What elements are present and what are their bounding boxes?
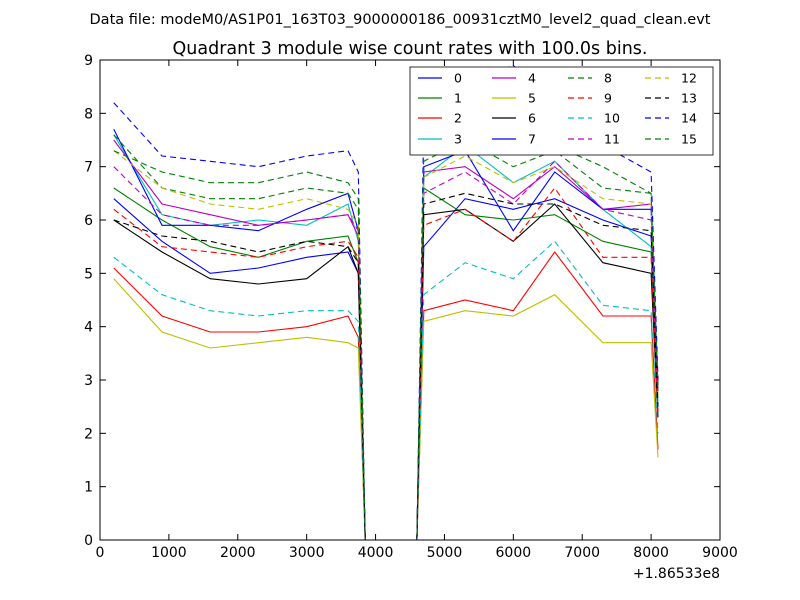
x-offset-text: +1.86533e8 bbox=[633, 566, 720, 582]
x-tick-label: 3000 bbox=[289, 545, 325, 561]
series-line-12 bbox=[113, 150, 659, 540]
legend-label-0: 0 bbox=[454, 71, 462, 86]
y-tick-label: 5 bbox=[84, 266, 93, 282]
series-line-1 bbox=[113, 187, 659, 540]
series-line-15 bbox=[113, 123, 659, 540]
x-tick-label: 5000 bbox=[427, 545, 463, 561]
y-tick-label: 6 bbox=[84, 213, 93, 229]
axis-ticks: 0 1000 2000 3000 4000 5000 6000 7000 8000 9000012… bbox=[84, 53, 738, 561]
legend-label-9: 9 bbox=[604, 91, 612, 106]
y-tick-label: 1 bbox=[84, 480, 93, 496]
series-line-5 bbox=[113, 278, 659, 540]
legend-label-2: 2 bbox=[454, 111, 462, 126]
legend-label-13: 13 bbox=[681, 91, 697, 106]
y-tick-label: 7 bbox=[84, 160, 93, 176]
series-line-2 bbox=[113, 251, 659, 540]
series-line-3 bbox=[113, 134, 659, 540]
x-tick-label: 8000 bbox=[633, 545, 669, 561]
legend-label-14: 14 bbox=[681, 111, 697, 126]
y-tick-label: 2 bbox=[84, 426, 93, 442]
y-tick-label: 8 bbox=[84, 106, 93, 122]
x-tick-label: 0 bbox=[96, 545, 105, 561]
legend-label-5: 5 bbox=[528, 91, 536, 106]
series-line-7 bbox=[113, 129, 659, 540]
x-tick-label: 6000 bbox=[496, 545, 532, 561]
y-tick-label: 4 bbox=[84, 320, 93, 336]
x-tick-label: 1000 bbox=[151, 545, 187, 561]
x-tick-label: 7000 bbox=[564, 545, 600, 561]
y-tick-label: 9 bbox=[84, 53, 93, 69]
series-line-0 bbox=[113, 198, 659, 540]
plot-frame bbox=[99, 59, 721, 541]
series-line-13 bbox=[113, 192, 659, 540]
legend-label-10: 10 bbox=[604, 111, 620, 126]
series-line-6 bbox=[113, 203, 659, 540]
series-line-8 bbox=[113, 134, 659, 540]
series-line-9 bbox=[113, 187, 659, 540]
y-tick-label: 3 bbox=[84, 373, 93, 389]
legend-label-8: 8 bbox=[604, 71, 612, 86]
legend-label-7: 7 bbox=[528, 132, 536, 147]
legend-label-1: 1 bbox=[454, 91, 462, 106]
legend-label-4: 4 bbox=[528, 71, 536, 86]
legend-label-15: 15 bbox=[681, 132, 697, 147]
legend-label-3: 3 bbox=[454, 132, 462, 147]
x-tick-label: 4000 bbox=[358, 545, 394, 561]
series-line-4 bbox=[113, 139, 659, 540]
series-line-10 bbox=[113, 240, 659, 540]
legend-label-12: 12 bbox=[681, 71, 697, 86]
legend-label-11: 11 bbox=[604, 132, 620, 147]
series-line-11 bbox=[113, 160, 659, 540]
x-tick-label: 9000 bbox=[702, 545, 738, 561]
y-tick-label: 0 bbox=[84, 533, 93, 549]
x-tick-label: 2000 bbox=[220, 545, 256, 561]
legend-frame bbox=[409, 66, 714, 156]
chart-title: Quadrant 3 module wise count rates with … bbox=[173, 39, 648, 59]
figure-suptitle: Data file: modeM0/AS1P01_163T03_90000001… bbox=[90, 12, 711, 28]
legend-label-6: 6 bbox=[528, 111, 536, 126]
